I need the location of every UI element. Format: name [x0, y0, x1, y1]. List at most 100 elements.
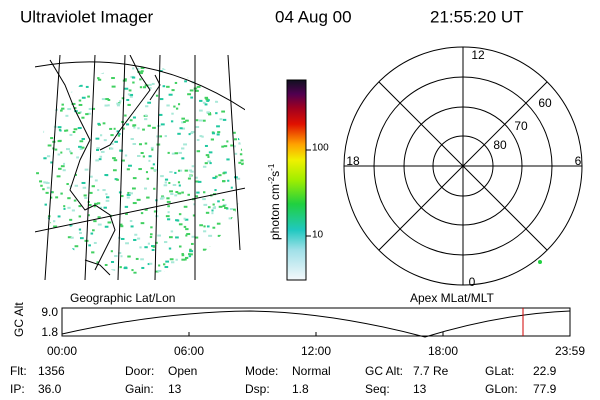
- speckle: [127, 93, 131, 96]
- field-label: GLon:: [485, 382, 518, 396]
- speckle: [152, 126, 156, 129]
- speckle: [149, 262, 153, 265]
- speckle: [78, 215, 82, 218]
- mlt-label: 18: [346, 154, 360, 168]
- speckle: [52, 83, 55, 86]
- speckle: [72, 131, 76, 134]
- speckle: [181, 268, 185, 271]
- speckle: [203, 203, 208, 206]
- speckle: [241, 241, 244, 244]
- speckle: [95, 137, 100, 140]
- speckle: [175, 107, 179, 110]
- speckle: [55, 196, 59, 199]
- speckle: [212, 203, 215, 206]
- speckle: [183, 217, 186, 220]
- mlt-label: 6: [575, 154, 582, 168]
- speckle: [204, 82, 208, 85]
- speckle: [199, 135, 203, 138]
- speckle: [60, 165, 65, 168]
- speckle: [109, 147, 114, 150]
- speckle: [207, 206, 211, 209]
- speckle: [137, 127, 140, 130]
- speckle: [63, 162, 66, 165]
- speckle: [202, 198, 206, 201]
- speckle: [75, 268, 79, 271]
- speckle: [103, 139, 107, 142]
- speckle: [181, 127, 186, 130]
- speckle: [111, 269, 116, 272]
- speckle: [102, 122, 106, 125]
- speckle: [183, 225, 187, 228]
- speckle: [94, 202, 99, 205]
- speckle: [105, 98, 109, 101]
- field-value: 77.9: [533, 382, 557, 396]
- speckle: [73, 128, 78, 131]
- speckle: [168, 236, 173, 239]
- speckle: [105, 193, 108, 196]
- field-value: Open: [168, 364, 197, 378]
- speckle: [184, 258, 187, 261]
- polar-caption: Apex MLat/MLT: [410, 291, 494, 305]
- field-value: 1.8: [292, 382, 309, 396]
- speckle: [229, 208, 234, 211]
- speckle: [171, 112, 174, 115]
- speckle: [144, 114, 148, 117]
- speckle: [175, 236, 179, 239]
- speckle: [244, 226, 246, 228]
- speckle: [222, 118, 227, 121]
- speckle: [88, 244, 91, 247]
- speckle: [177, 132, 181, 135]
- speckle: [68, 90, 73, 93]
- speckle: [141, 266, 145, 269]
- speckle: [126, 196, 130, 199]
- speckle: [147, 263, 150, 266]
- speckle: [90, 232, 94, 235]
- speckle: [116, 102, 121, 105]
- speckle: [167, 151, 170, 154]
- field-label: IP:: [10, 382, 25, 396]
- speckle: [239, 122, 242, 125]
- speckle: [158, 113, 163, 116]
- speckle: [53, 225, 58, 228]
- speckle: [186, 233, 191, 236]
- speckle: [222, 87, 226, 90]
- speckle: [47, 222, 52, 225]
- speckle: [132, 116, 136, 119]
- speckle: [189, 248, 192, 251]
- speckle: [192, 71, 195, 74]
- speckle: [181, 117, 185, 120]
- speckle: [199, 99, 203, 102]
- speckle: [170, 193, 174, 196]
- speckle: [131, 269, 134, 272]
- speckle: [47, 144, 52, 147]
- speckle: [226, 140, 229, 143]
- speckle: [229, 60, 233, 62]
- speckle: [159, 135, 163, 138]
- speckle: [140, 152, 144, 155]
- speckle: [142, 128, 145, 131]
- speckle: [198, 119, 203, 122]
- speckle: [182, 71, 186, 74]
- speckle: [54, 148, 58, 151]
- speckle: [231, 62, 234, 64]
- speckle: [211, 132, 216, 135]
- speckle: [207, 156, 210, 159]
- speckle: [241, 84, 244, 87]
- speckle: [65, 148, 70, 151]
- speckle: [179, 169, 183, 172]
- speckle: [100, 150, 105, 153]
- speckle: [147, 124, 151, 127]
- speckle: [222, 204, 226, 207]
- speckle: [124, 114, 127, 117]
- speckle: [226, 158, 230, 161]
- speckle: [81, 146, 85, 149]
- speckle: [94, 179, 98, 182]
- speckle: [70, 152, 73, 155]
- speckle: [197, 263, 201, 266]
- speckle: [230, 144, 233, 147]
- speckle: [93, 220, 97, 223]
- speckle: [166, 63, 168, 65]
- speckle: [114, 255, 118, 258]
- x-tick-label: 06:00: [174, 344, 204, 358]
- speckle: [129, 219, 133, 222]
